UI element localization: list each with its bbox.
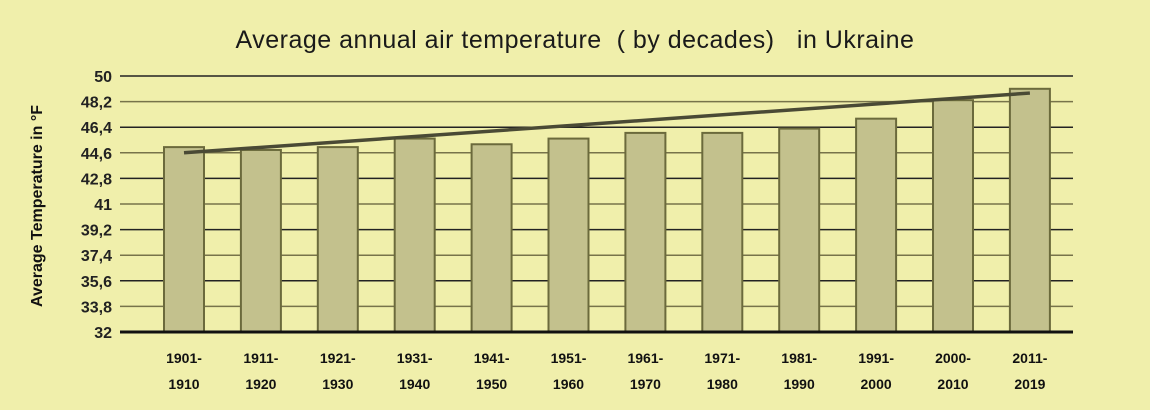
bar [778,127,821,333]
x-tick-label: 1910 [168,376,199,392]
x-tick-label: 1901- [166,350,202,366]
bar [932,99,974,333]
bar [316,146,359,333]
x-tick-label: 2019 [1014,376,1045,392]
chart-title: Average annual air temperature ( by deca… [235,26,915,54]
x-tick-label: 2000 [861,376,892,392]
x-tick-label: 1911- [243,350,278,366]
bar [855,117,898,333]
bar [470,143,513,333]
x-tick-label: 1920 [245,376,276,392]
trend-line [183,91,1031,155]
bar [393,137,436,333]
x-tick-label: 1960 [553,376,584,392]
x-tick-label: 2011- [1012,350,1047,366]
y-tick-label: 39,2 [81,223,112,240]
x-tick-label: 1931- [397,350,433,366]
x-tick-label: 1951- [551,350,587,366]
bar [547,137,590,333]
x-tick-label: 1981- [781,350,817,366]
bar [701,131,744,333]
bar [1008,87,1051,333]
x-tick-label: 1990 [784,376,815,392]
y-tick-label: 35,6 [81,274,112,291]
x-tick-label: 1971- [704,350,740,366]
x-tick-label: 2000- [935,350,971,366]
y-tick-label: 44,6 [81,146,112,163]
bar [239,148,282,333]
y-tick-label: 50 [94,69,112,86]
y-tick-label: 41 [94,197,112,214]
x-tick-label: 1980 [707,376,738,392]
bar [163,146,205,333]
x-tick-label: 1921- [320,350,356,366]
x-tick-label: 1940 [399,376,430,392]
y-tick-label: 33,8 [81,299,112,316]
y-tick-label: 46,4 [81,120,112,137]
x-tick-label: 1941- [474,350,510,366]
y-tick-label: 42,8 [81,171,112,188]
x-tick-label: 1930 [322,376,353,392]
bar [624,131,667,333]
x-tick-label: 1970 [630,376,661,392]
x-tick-label: 1961- [627,350,663,366]
x-tick-label: 1991- [858,350,894,366]
y-tick-label: 48,2 [81,95,112,112]
y-tick-label: 32 [94,325,112,342]
y-tick-label: 37,4 [81,248,112,265]
x-tick-label: 1950 [476,376,507,392]
x-tick-label: 2010 [937,376,968,392]
